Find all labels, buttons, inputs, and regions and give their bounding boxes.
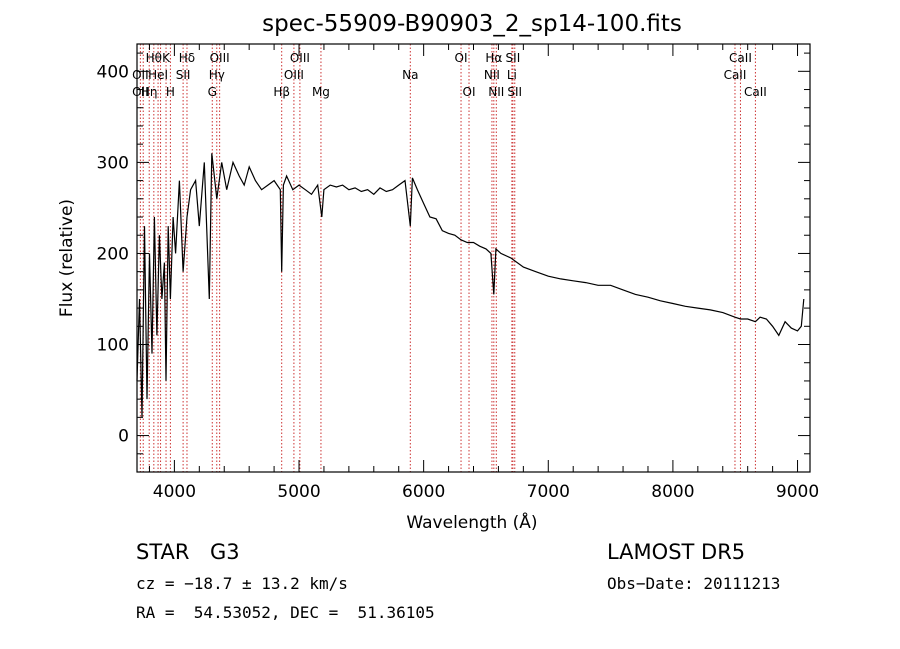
observation-date: Obs−Date: 20111213 xyxy=(607,574,781,593)
line-label: OIII xyxy=(290,51,310,65)
line-label: OII xyxy=(132,68,149,82)
line-label: SII xyxy=(506,51,521,65)
object-subclass: G3 xyxy=(210,540,240,564)
line-label: CaII xyxy=(744,85,767,99)
y-tick-label: 300 xyxy=(97,153,129,173)
x-tick-label: 7000 xyxy=(527,482,570,502)
line-label: H xyxy=(166,85,175,99)
line-label: Hβ xyxy=(273,85,290,99)
line-label: Hα xyxy=(485,51,502,65)
line-label: Hη xyxy=(141,85,158,99)
plot-frame xyxy=(136,43,811,473)
line-label: Mg xyxy=(312,85,330,99)
line-label: Li xyxy=(507,68,517,82)
line-label: CaII xyxy=(729,51,752,65)
x-tick-label: 8000 xyxy=(651,482,694,502)
line-label: OIII xyxy=(210,51,230,65)
redshift-velocity: cz = −18.7 ± 13.2 km/s xyxy=(136,574,348,593)
line-label: Hδ xyxy=(179,51,195,65)
spectral-line-markers xyxy=(139,44,756,472)
line-label: OI xyxy=(455,51,468,65)
object-class: STAR xyxy=(136,540,190,564)
line-label: OIII xyxy=(284,68,304,82)
line-label: G xyxy=(208,85,217,99)
line-label: NII xyxy=(484,68,500,82)
line-label: SII xyxy=(176,68,191,82)
x-axis-label: Wavelength (Å) xyxy=(406,511,537,533)
line-label: HeI xyxy=(148,68,168,82)
line-label: SII xyxy=(507,85,522,99)
y-tick-label: 400 xyxy=(97,62,129,82)
line-label: OII xyxy=(132,85,149,99)
y-tick-label: 200 xyxy=(97,244,129,264)
x-tick-label: 6000 xyxy=(402,482,445,502)
axis-ticks: 4000 5000 6000 7000 8000 9000 0 100 200 300 400 xyxy=(97,44,819,502)
chart-title: spec-55909-B90903_2_sp14-100.fits xyxy=(262,11,682,37)
x-tick-label: 4000 xyxy=(153,482,196,502)
x-tick-label: 5000 xyxy=(277,482,320,502)
line-label: Hθ xyxy=(146,51,162,65)
y-tick-label: 100 xyxy=(97,336,129,356)
line-label: NII xyxy=(488,85,504,99)
x-tick-label: 9000 xyxy=(776,482,819,502)
spectrum-line xyxy=(136,153,805,418)
y-tick-label: 0 xyxy=(118,427,129,447)
line-label: Hγ xyxy=(209,68,225,82)
line-label: Na xyxy=(402,68,418,82)
line-label: K xyxy=(162,51,171,65)
y-axis-label: Flux (relative) xyxy=(57,199,77,317)
line-label: OI xyxy=(463,85,476,99)
survey-name: LAMOST DR5 xyxy=(607,540,746,564)
line-label: CaII xyxy=(724,68,747,82)
sky-coordinates: RA = 54.53052, DEC = 51.36105 xyxy=(136,603,435,622)
